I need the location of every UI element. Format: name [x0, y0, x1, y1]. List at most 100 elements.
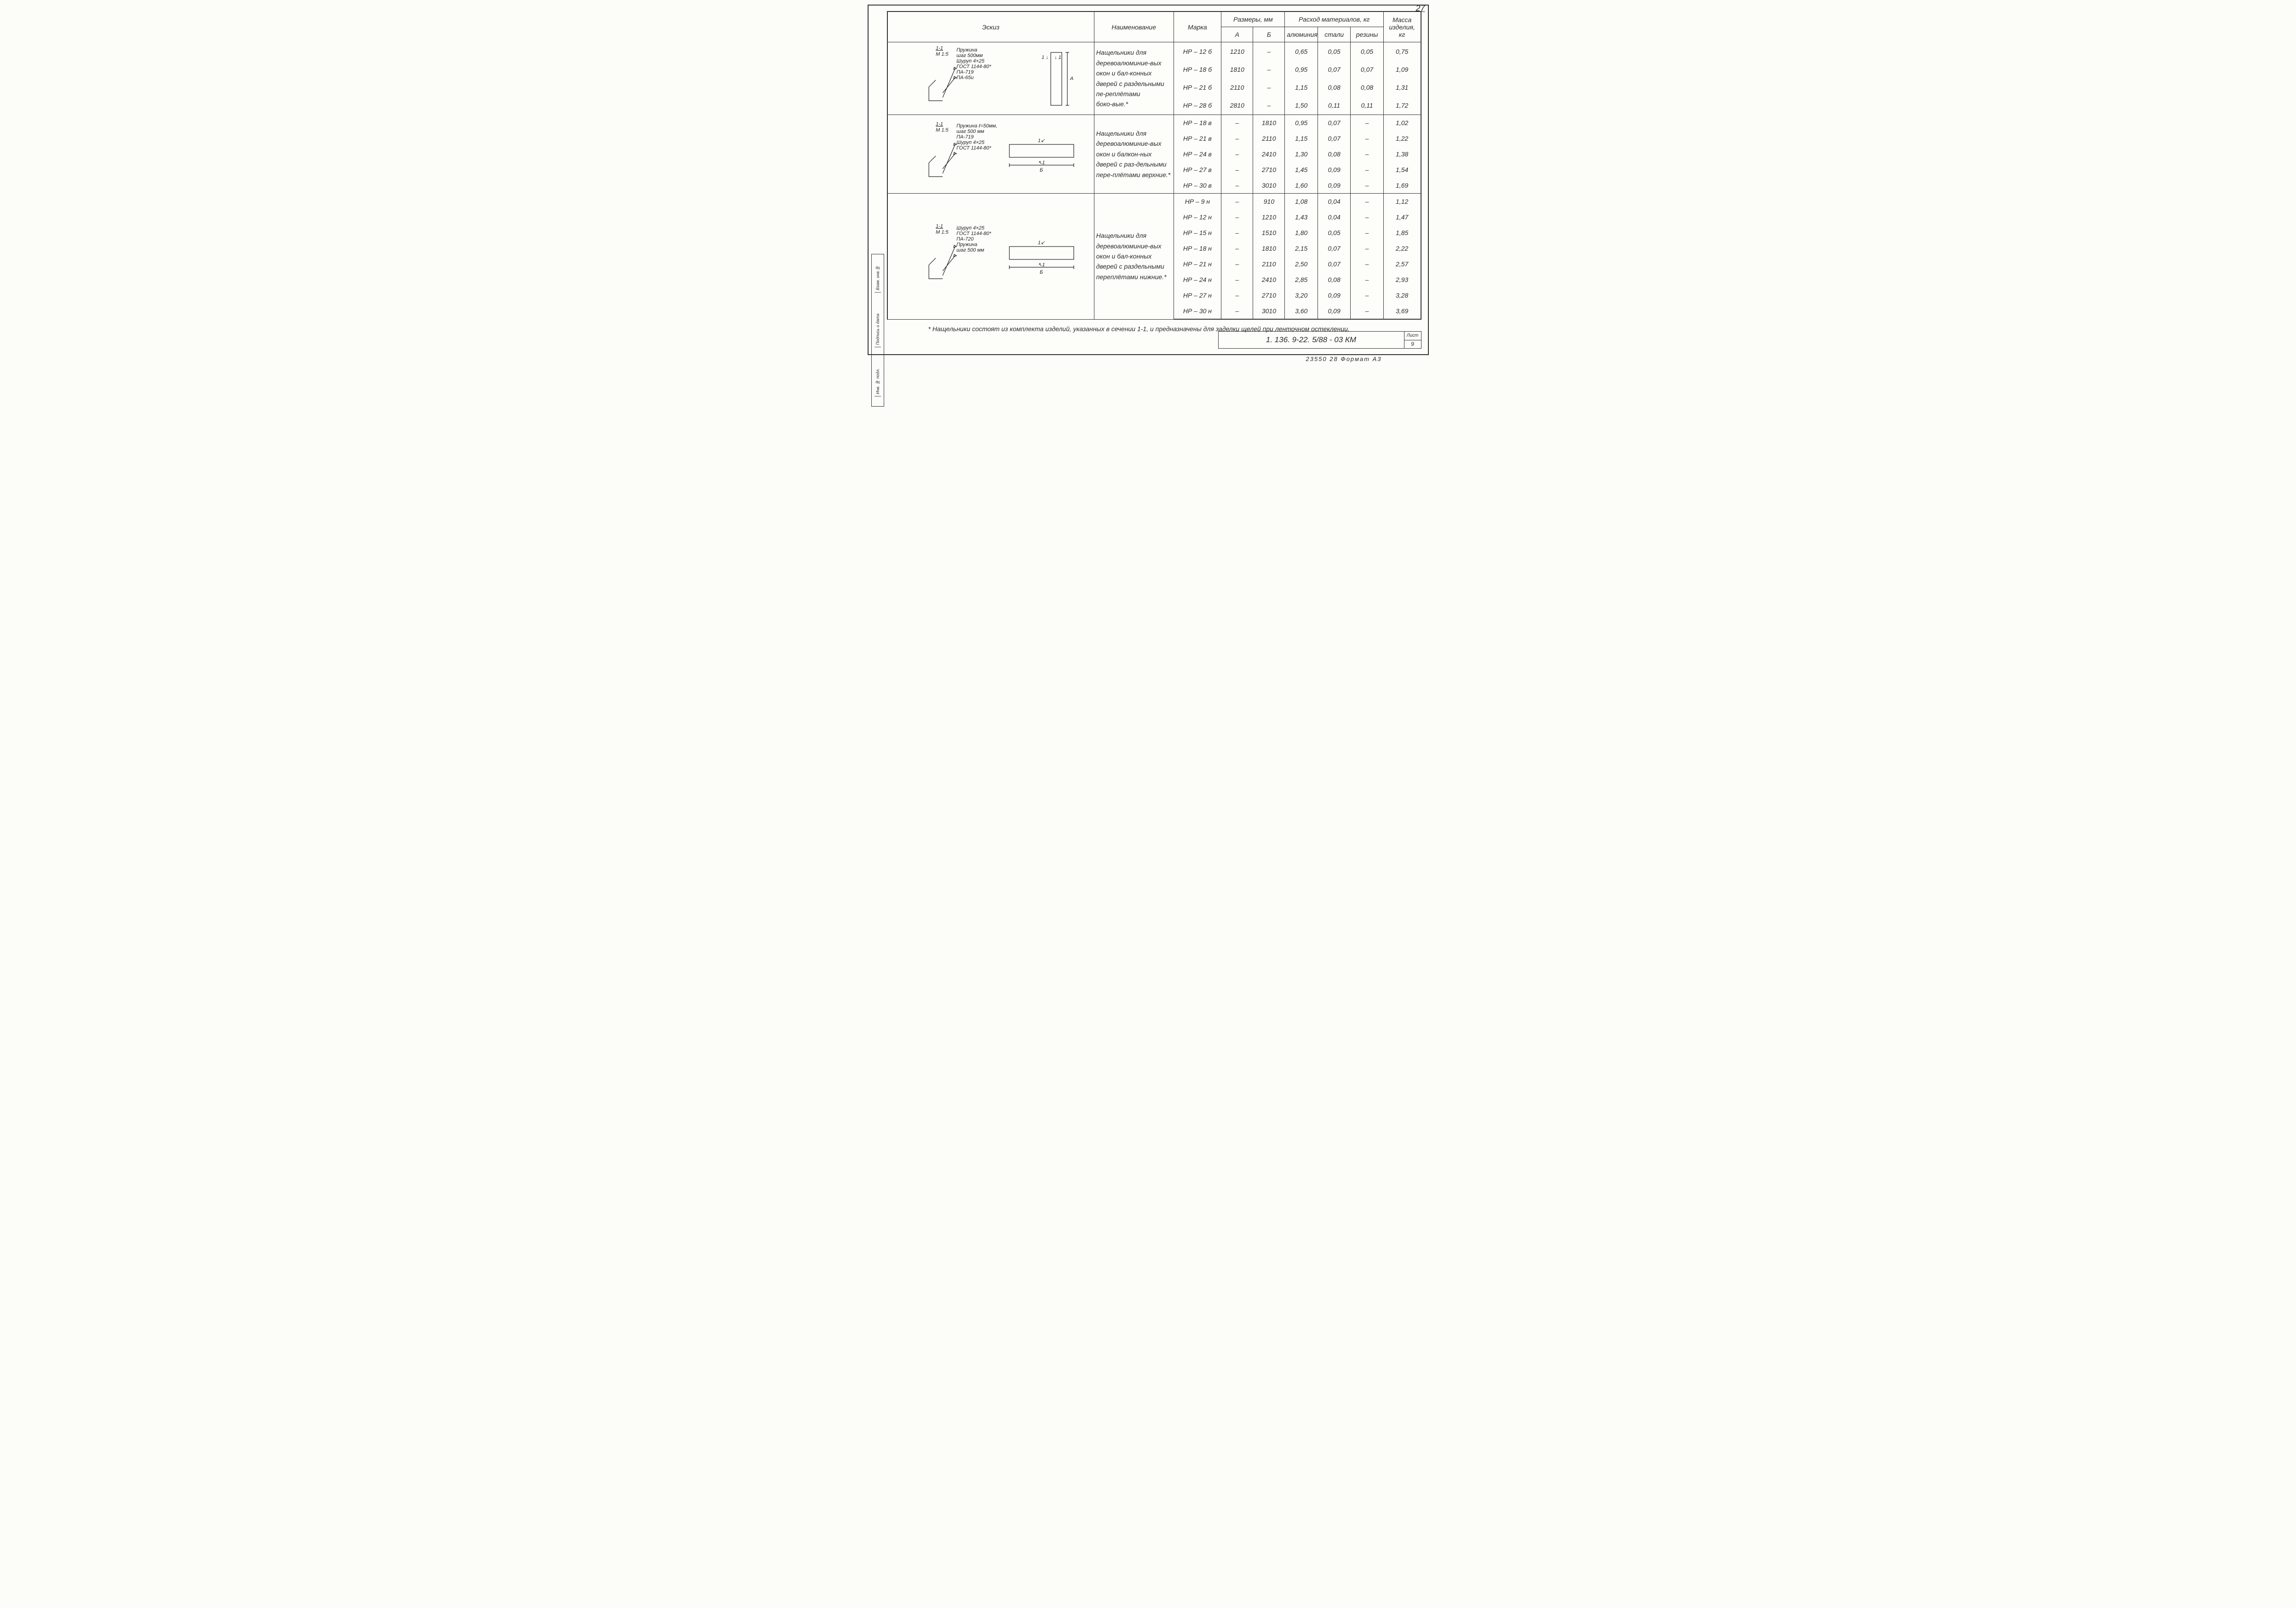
inner-frame: Эскиз Наименование Марка Размеры, мм Рас…	[887, 11, 1421, 320]
mark-cell: НР – 18 в	[1174, 115, 1221, 131]
mark-cell: НР – 21 б	[1174, 78, 1221, 96]
mark-cell: НР – 27 в	[1174, 162, 1221, 178]
mat-steel-cell: 0,04	[1318, 209, 1350, 225]
dim-b-cell: 2410	[1253, 272, 1285, 287]
mat-rubber-cell: 0,08	[1351, 78, 1383, 96]
mat-steel-cell: 0,09	[1318, 178, 1350, 194]
mat-aluminium-cell: 2,50	[1285, 256, 1318, 272]
mat-rubber-cell: –	[1351, 194, 1383, 210]
mass-cell: 3,28	[1383, 287, 1421, 303]
mark-cell: НР – 28 б	[1174, 97, 1221, 115]
mat-rubber-cell: –	[1351, 287, 1383, 303]
mat-steel-cell: 0,07	[1318, 131, 1350, 146]
mat-steel-cell: 0,05	[1318, 42, 1350, 61]
mark-cell: НР – 30 н	[1174, 303, 1221, 319]
mat-aluminium-cell: 1,45	[1285, 162, 1318, 178]
drawing-code: 1. 136. 9‑22. 5/88 ‑ 03 КМ	[1219, 332, 1404, 348]
svg-text:Б: Б	[1040, 270, 1043, 275]
mat-rubber-cell: –	[1351, 225, 1383, 241]
dim-b-cell: 3010	[1253, 303, 1285, 319]
table-row: 1‑1 М 1:5 Пружина ℓ=50мм,шаг 500 ммПА‑71…	[887, 115, 1421, 131]
name-cell: Нащельники для деревоалюминие‑вых окон и…	[1094, 115, 1174, 194]
dim-a-cell: 1810	[1221, 60, 1253, 78]
mat-rubber-cell: –	[1351, 256, 1383, 272]
dim-b-cell: –	[1253, 78, 1285, 96]
svg-text:ГОСТ 1144‑80*: ГОСТ 1144‑80*	[956, 64, 991, 69]
mass-cell: 1,38	[1383, 146, 1421, 162]
mat-steel-cell: 0,09	[1318, 303, 1350, 319]
drawing-sheet: 27 Инв. № подл. Подпись и дата Взам. инв…	[868, 5, 1429, 355]
mat-rubber-cell: –	[1351, 178, 1383, 194]
dim-b-cell: 2110	[1253, 256, 1285, 272]
name-cell: Нащельники для деревоалюминие‑вых окон и…	[1094, 194, 1174, 319]
mat-aluminium-cell: 0,95	[1285, 115, 1318, 131]
dim-b-cell: 2710	[1253, 287, 1285, 303]
mass-cell: 1,69	[1383, 178, 1421, 194]
dim-a-cell: –	[1221, 146, 1253, 162]
side-strip-cell: Взам. инв.№	[875, 264, 881, 293]
mat-aluminium-cell: 1,50	[1285, 97, 1318, 115]
svg-text:М 1:5: М 1:5	[936, 127, 949, 133]
col-mark: Марка	[1174, 12, 1221, 42]
mark-cell: НР – 12 б	[1174, 42, 1221, 61]
mat-steel-cell: 0,07	[1318, 115, 1350, 131]
dim-a-cell: –	[1221, 178, 1253, 194]
svg-text:ПА‑719: ПА‑719	[956, 134, 973, 140]
dim-a-cell: –	[1221, 131, 1253, 146]
mat-steel-cell: 0,04	[1318, 194, 1350, 210]
svg-text:ПА‑65и: ПА‑65и	[956, 75, 973, 80]
mat-steel-cell: 0,09	[1318, 287, 1350, 303]
dim-b-cell: 3010	[1253, 178, 1285, 194]
dim-b-cell: 1210	[1253, 209, 1285, 225]
dim-b-cell: 2710	[1253, 162, 1285, 178]
table-body: 1‑1 М 1:5 Пружинашаг 500ммШуруп 4×25ГОСТ…	[887, 42, 1421, 319]
svg-text:1↙: 1↙	[1038, 138, 1045, 144]
table-header-group: Эскиз Наименование Марка Размеры, мм Рас…	[887, 12, 1421, 42]
mat-rubber-cell: –	[1351, 209, 1383, 225]
side-strip-cell: Подпись и дата	[875, 312, 881, 347]
dim-a-cell: –	[1221, 225, 1253, 241]
dim-b-cell: 2410	[1253, 146, 1285, 162]
mass-cell: 1,85	[1383, 225, 1421, 241]
mat-aluminium-cell: 1,15	[1285, 78, 1318, 96]
svg-text:шаг 500мм: шаг 500мм	[956, 53, 983, 58]
page-number: 27	[1416, 4, 1425, 13]
mat-aluminium-cell: 2,15	[1285, 241, 1318, 256]
mat-aluminium-cell: 0,65	[1285, 42, 1318, 61]
dim-a-cell: –	[1221, 272, 1253, 287]
mark-cell: НР – 30 в	[1174, 178, 1221, 194]
mass-cell: 1,31	[1383, 78, 1421, 96]
mat-aluminium-cell: 1,43	[1285, 209, 1318, 225]
mat-steel-cell: 0,05	[1318, 225, 1350, 241]
mat-aluminium-cell: 2,85	[1285, 272, 1318, 287]
svg-text:шаг 500 мм: шаг 500 мм	[956, 129, 984, 134]
title-block: 1. 136. 9‑22. 5/88 ‑ 03 КМ Лист 9	[1218, 331, 1421, 349]
mat-steel-cell: 0,08	[1318, 146, 1350, 162]
mat-rubber-cell: 0,05	[1351, 42, 1383, 61]
svg-text:1‑1: 1‑1	[936, 224, 943, 229]
svg-text:↖1: ↖1	[1038, 160, 1045, 166]
svg-text:1 ↓: 1 ↓	[1042, 55, 1048, 60]
col-mat-st: стали	[1318, 27, 1350, 42]
specification-table: Эскиз Наименование Марка Размеры, мм Рас…	[887, 11, 1421, 319]
mat-rubber-cell: –	[1351, 272, 1383, 287]
table-row: 1‑1 М 1:5 Пружинашаг 500ммШуруп 4×25ГОСТ…	[887, 42, 1421, 61]
mat-aluminium-cell: 1,80	[1285, 225, 1318, 241]
mass-cell: 3,69	[1383, 303, 1421, 319]
mass-cell: 0,75	[1383, 42, 1421, 61]
mass-cell: 1,22	[1383, 131, 1421, 146]
side-strip-cell: Инв. № подл.	[875, 367, 881, 396]
mat-rubber-cell: –	[1351, 241, 1383, 256]
col-dims-group: Размеры, мм	[1221, 12, 1285, 27]
dim-a-cell: –	[1221, 287, 1253, 303]
svg-text:М 1:5: М 1:5	[936, 230, 949, 235]
mass-cell: 1,12	[1383, 194, 1421, 210]
dim-a-cell: –	[1221, 256, 1253, 272]
svg-text:1‑1: 1‑1	[936, 121, 943, 127]
svg-text:ГОСТ 1144‑80*: ГОСТ 1144‑80*	[956, 145, 991, 151]
dim-a-cell: –	[1221, 241, 1253, 256]
svg-text:1‑1: 1‑1	[936, 46, 943, 51]
mass-cell: 1,47	[1383, 209, 1421, 225]
col-materials-group: Расход материалов, кг	[1285, 12, 1383, 27]
svg-text:Пружина: Пружина	[956, 47, 977, 53]
